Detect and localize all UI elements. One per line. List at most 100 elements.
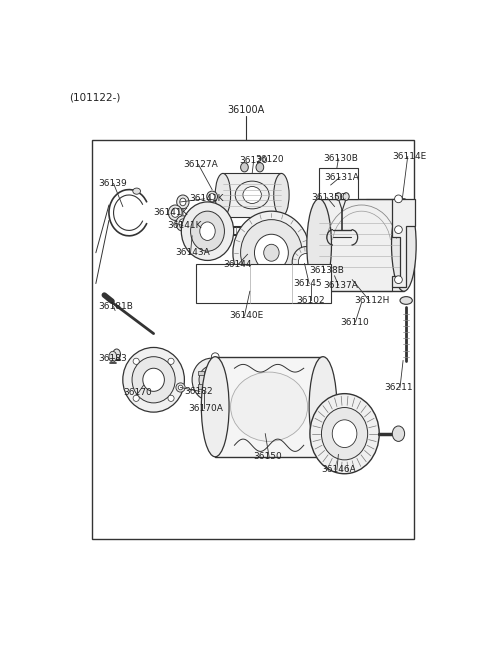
Ellipse shape <box>178 385 183 390</box>
Text: 36144: 36144 <box>223 260 252 269</box>
Ellipse shape <box>292 247 320 277</box>
Text: 36143A: 36143A <box>175 248 210 257</box>
Ellipse shape <box>233 211 310 295</box>
Ellipse shape <box>199 366 224 394</box>
Ellipse shape <box>318 260 328 271</box>
Text: 36135C: 36135C <box>312 193 347 202</box>
Ellipse shape <box>211 353 219 361</box>
Ellipse shape <box>207 191 217 202</box>
Ellipse shape <box>230 372 308 441</box>
Ellipse shape <box>201 357 229 457</box>
Ellipse shape <box>205 373 217 387</box>
Text: 36181B: 36181B <box>98 302 133 311</box>
Text: 36140E: 36140E <box>229 312 264 320</box>
Text: 36139: 36139 <box>98 179 127 188</box>
Ellipse shape <box>133 395 139 401</box>
Ellipse shape <box>113 349 120 359</box>
Ellipse shape <box>321 263 325 268</box>
Text: 36137A: 36137A <box>323 281 358 289</box>
Bar <box>196 264 331 303</box>
Bar <box>219 371 225 375</box>
Text: 36141K: 36141K <box>189 194 224 203</box>
Ellipse shape <box>209 194 215 199</box>
Ellipse shape <box>168 395 174 401</box>
Text: (101122-): (101122-) <box>69 92 120 102</box>
Text: 36127A: 36127A <box>183 159 217 169</box>
Ellipse shape <box>191 211 225 251</box>
Bar <box>198 384 204 389</box>
Ellipse shape <box>243 186 262 203</box>
Ellipse shape <box>264 244 279 261</box>
Ellipse shape <box>336 193 341 200</box>
Bar <box>323 266 350 279</box>
Ellipse shape <box>177 195 189 209</box>
Ellipse shape <box>123 348 184 412</box>
Ellipse shape <box>143 368 164 392</box>
Ellipse shape <box>310 394 379 474</box>
Ellipse shape <box>307 199 332 291</box>
Text: 36211: 36211 <box>384 383 413 392</box>
Ellipse shape <box>109 352 117 362</box>
Ellipse shape <box>176 383 185 392</box>
Bar <box>215 357 323 457</box>
Text: 36182: 36182 <box>184 387 213 396</box>
Ellipse shape <box>254 234 288 271</box>
Ellipse shape <box>395 195 402 203</box>
Ellipse shape <box>180 198 186 206</box>
Ellipse shape <box>171 208 179 217</box>
Ellipse shape <box>299 253 314 270</box>
Bar <box>198 371 204 375</box>
Text: 36130B: 36130B <box>323 154 358 163</box>
Bar <box>223 173 281 216</box>
Text: 36146A: 36146A <box>322 465 356 474</box>
Polygon shape <box>392 199 415 287</box>
Ellipse shape <box>332 420 357 447</box>
Text: 36100A: 36100A <box>228 106 264 115</box>
Ellipse shape <box>200 222 215 240</box>
Ellipse shape <box>256 163 264 172</box>
Ellipse shape <box>392 426 405 441</box>
Ellipse shape <box>181 202 234 260</box>
Text: 36150: 36150 <box>254 452 282 461</box>
Text: 36141K: 36141K <box>154 208 188 217</box>
Ellipse shape <box>179 219 187 228</box>
Ellipse shape <box>215 173 230 216</box>
Ellipse shape <box>133 358 139 364</box>
Ellipse shape <box>235 181 269 209</box>
Bar <box>319 168 358 199</box>
Text: 36120: 36120 <box>255 155 284 164</box>
Ellipse shape <box>312 278 319 286</box>
Text: 36170A: 36170A <box>188 404 223 413</box>
Bar <box>219 384 225 389</box>
Text: 36183: 36183 <box>98 354 127 363</box>
Bar <box>319 199 404 291</box>
Ellipse shape <box>395 276 402 283</box>
Ellipse shape <box>168 358 174 364</box>
Ellipse shape <box>176 216 190 231</box>
Text: 36120: 36120 <box>240 156 268 165</box>
Text: 36145: 36145 <box>294 279 323 288</box>
Ellipse shape <box>192 358 230 401</box>
Text: 36102: 36102 <box>296 296 324 305</box>
Ellipse shape <box>392 199 416 291</box>
Text: 36112H: 36112H <box>354 296 389 305</box>
Bar <box>92 140 414 539</box>
Ellipse shape <box>309 357 337 457</box>
Ellipse shape <box>343 193 349 200</box>
Ellipse shape <box>133 188 141 194</box>
Text: 36141K: 36141K <box>168 221 202 230</box>
Ellipse shape <box>168 205 182 220</box>
Ellipse shape <box>349 258 361 274</box>
Bar <box>345 252 366 279</box>
Ellipse shape <box>322 407 368 460</box>
Text: 36114E: 36114E <box>392 152 427 161</box>
Text: 36138B: 36138B <box>309 266 344 275</box>
Ellipse shape <box>274 173 289 216</box>
Ellipse shape <box>240 163 248 172</box>
Ellipse shape <box>132 357 175 403</box>
Text: 36170: 36170 <box>123 388 152 398</box>
Ellipse shape <box>395 226 402 234</box>
Text: 36131A: 36131A <box>324 173 360 182</box>
Ellipse shape <box>400 297 412 304</box>
Ellipse shape <box>240 220 302 286</box>
